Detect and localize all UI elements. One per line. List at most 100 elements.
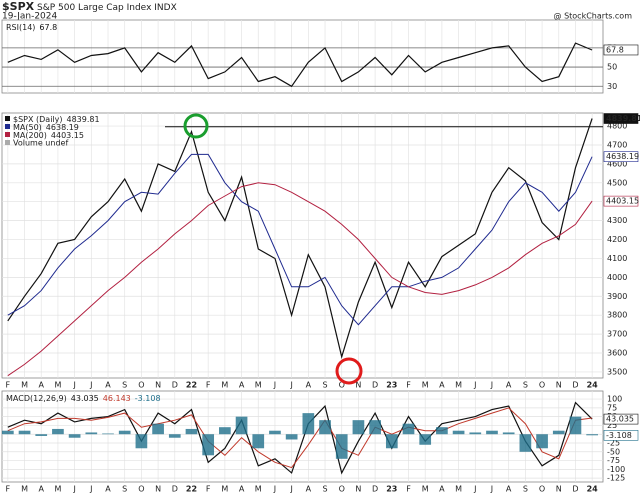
legend-value: 4403.15: [51, 131, 84, 140]
histogram-bar: [452, 430, 465, 435]
peak-highlight: [183, 113, 209, 139]
x-tick-label: D: [572, 485, 578, 493]
x-tick-label: M: [422, 381, 429, 390]
x-tick-label: A: [38, 485, 44, 493]
value-label: 4403.15: [606, 197, 639, 206]
x-tick-label: J: [473, 381, 476, 390]
histogram-bar: [569, 416, 582, 435]
histogram-bar: [419, 434, 432, 445]
legend-value: 43.035: [71, 394, 99, 403]
x-tick-label: S: [122, 485, 127, 493]
histogram-bar: [152, 423, 164, 435]
x-tick-label: 24: [587, 485, 599, 493]
legend-name: $SPX (Daily): [13, 115, 63, 124]
histogram-bar: [219, 427, 231, 435]
histogram-bar: [552, 430, 565, 435]
histogram-bar: [302, 413, 315, 435]
legend-value: 4638.19: [46, 123, 79, 132]
legend-name: MA(200): [13, 131, 47, 140]
x-tick-label: O: [138, 381, 144, 390]
y-tick-label: 4300: [607, 216, 627, 225]
y-tick-label: 3500: [607, 367, 627, 376]
value-box: [603, 151, 639, 162]
histogram-bar: [352, 420, 365, 435]
legend-value: -3.108: [135, 394, 161, 403]
y-tick-label: 4500: [607, 178, 627, 187]
histogram-bar: [35, 434, 48, 436]
histogram-bar: [118, 430, 131, 435]
histogram-bar: [319, 420, 331, 435]
y-tick-label: 30: [607, 82, 617, 91]
histogram-bar: [486, 430, 498, 435]
legend-value: 46.143: [103, 394, 131, 403]
x-tick-label: M: [21, 485, 28, 493]
y-tick-label: 4800: [607, 122, 627, 131]
x-tick-label: F: [206, 381, 211, 390]
x-tick-label: M: [21, 381, 28, 390]
y-tick-label: 25: [607, 421, 617, 430]
histogram-bar: [385, 434, 398, 449]
x-tick-label: A: [239, 381, 245, 390]
x-tick-label: N: [355, 381, 361, 390]
x-tick-label: A: [105, 485, 111, 493]
legend-title: MACD(12,26,9): [6, 394, 67, 403]
y-tick-label: -75: [607, 456, 620, 465]
y-tick-label: -50: [607, 447, 620, 456]
x-tick-label: N: [155, 485, 161, 493]
x-tick-label: A: [439, 485, 445, 493]
header: $SPX S&P 500 Large Cap Index INDX: [2, 0, 177, 13]
x-tick-label: J: [89, 381, 92, 390]
legend-swatch: [5, 124, 10, 129]
x-tick-label: M: [221, 485, 228, 493]
y-tick-label: -100: [607, 465, 625, 474]
histogram-bar: [469, 432, 482, 435]
x-tick-label: M: [455, 485, 462, 493]
value-label: 4839.81: [606, 114, 640, 123]
x-tick-label: D: [372, 381, 378, 390]
x-tick-label: 22: [186, 485, 197, 493]
x-tick-label: M: [255, 485, 262, 493]
series-line: [7, 153, 593, 326]
histogram-bar: [402, 423, 415, 435]
y-tick-label: 3700: [607, 330, 627, 339]
value-box: [603, 413, 639, 425]
value-box: [603, 430, 639, 441]
legend-name: MA(50): [13, 123, 42, 132]
histogram-bar: [269, 430, 281, 435]
histogram-bar: [252, 434, 265, 449]
x-tick-label: O: [539, 381, 545, 390]
x-tick-label: O: [138, 485, 144, 493]
histogram-bar: [2, 430, 14, 435]
legend-swatch: [5, 116, 10, 121]
x-tick-label: A: [306, 381, 312, 390]
exchange: INDX: [154, 3, 176, 13]
x-tick-label: J: [490, 485, 493, 493]
value-box: [603, 44, 639, 56]
x-tick-label: A: [105, 381, 111, 390]
legend: Volume undef: [13, 139, 68, 148]
index-name: S&P 500 Large Cap Index: [37, 3, 152, 13]
x-tick-label: S: [122, 381, 127, 390]
x-tick-label: F: [406, 381, 411, 390]
x-tick-label: J: [273, 381, 276, 390]
histogram-bar: [502, 432, 515, 435]
legend-swatch: [5, 140, 10, 145]
x-tick-label: J: [289, 485, 292, 493]
histogram-bar: [335, 434, 348, 459]
x-tick-label: S: [523, 381, 528, 390]
histogram-bar: [135, 434, 148, 449]
x-tick-label: F: [6, 485, 11, 493]
x-tick-label: 22: [186, 381, 197, 390]
y-tick-label: 4100: [607, 254, 627, 263]
y-tick-label: 4000: [607, 273, 627, 282]
y-tick-label: 50: [607, 63, 617, 72]
source: @ StockCharts.com: [554, 12, 633, 21]
x-tick-label: A: [306, 485, 312, 493]
histogram-bar: [18, 430, 31, 435]
value-box: [603, 113, 639, 124]
legend: MA(50) 4638.19: [13, 123, 79, 132]
x-tick-label: F: [206, 485, 211, 493]
legend-value: 4839.81: [67, 115, 100, 124]
value-label: 4638.19: [606, 152, 639, 161]
